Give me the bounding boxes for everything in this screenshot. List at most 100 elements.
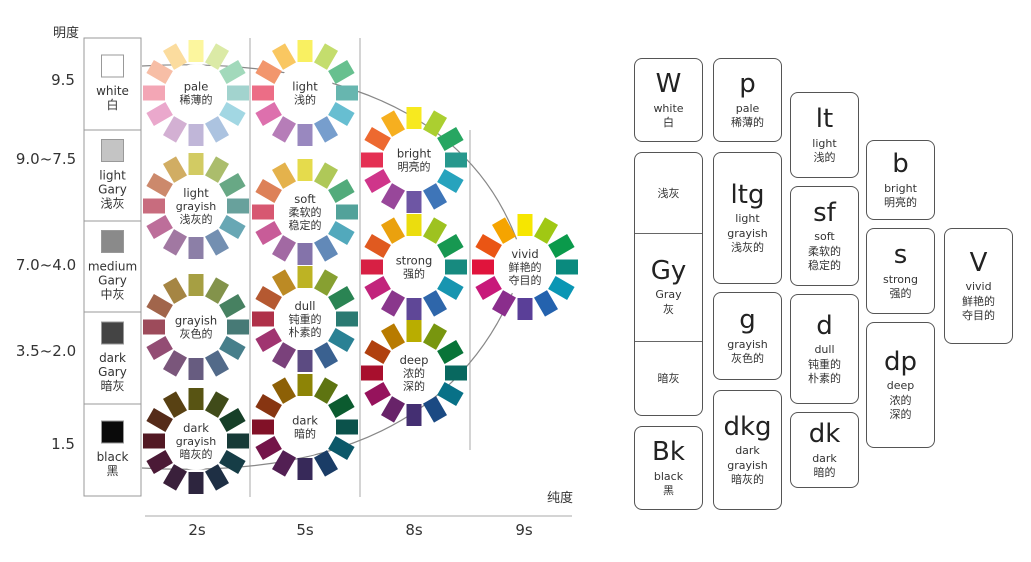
wheel-label: 浅灰的 [180,212,213,226]
hue-segment [445,365,467,381]
hue-segment [163,277,187,304]
hue-segment [205,391,229,418]
grey-scale-label: medium [88,260,137,274]
wheel-label: 稀薄的 [180,93,213,107]
hue-segment [492,217,516,244]
hue-segment [143,433,165,449]
hue-segment [517,214,533,236]
hue-segment [297,159,313,181]
tone-chinese: 黑 [663,483,674,497]
hue-segment [163,116,187,143]
hue-segment [437,276,464,300]
hue-segment [227,198,249,214]
hue-segment [272,269,296,296]
hue-segment [255,394,282,418]
hue-segment [314,269,338,296]
hue-segment [406,320,422,342]
hue-segment [361,259,383,275]
hue-segment [219,173,246,197]
hue-segment [163,43,187,70]
hue-segment [406,298,422,320]
lightness-tick: 7.0~4.0 [16,256,76,274]
wheel-label: dull [295,299,316,313]
hue-wheels: pale稀薄的lightgrayish浅灰的grayish灰色的darkgray… [143,40,578,494]
hue-segment [472,259,494,275]
grey-swatch [101,321,124,345]
hue-segment [364,276,391,300]
tone-english: vivid [965,280,992,294]
hue-segment [364,127,391,151]
tone-diagram: 明度 纯度 9.5 9.0~7.5 7.0~4.0 3.5~2.0 1.5 wh… [16,25,578,539]
hue-segment [423,217,447,244]
hue-segment [146,336,173,360]
hue-segment [381,396,405,423]
hue-segment [445,259,467,275]
hue-segment [146,408,173,432]
wheel-center [276,64,334,122]
hue-segment [406,214,422,236]
grey-scale-label: Gary [98,274,127,288]
tone-english: white [653,101,684,115]
tone-chinese: 浓的 [889,393,912,407]
hue-segment [364,340,391,364]
hue-segment [272,116,296,143]
wheel-label: 稳定的 [289,218,322,232]
wheel-label: bright [397,147,432,161]
hue-segment [146,60,173,84]
tone-chinese: 朴素的 [808,371,841,385]
wheel-label: 柔软的 [289,205,322,219]
wheel-label: dark [292,414,318,428]
hue-segment [381,110,405,137]
grey-scale-label: 中灰 [100,287,124,302]
hue-segment [219,408,246,432]
hue-segment [548,276,575,300]
tone-english: deep [886,379,915,393]
tone-box-sf: sf soft 柔软的 稳定的 [790,186,859,286]
tone-chinese: 强的 [889,286,912,300]
hue-segment [205,277,229,304]
hue-segment [188,388,204,410]
hue-segment [381,183,405,210]
hue-segment [163,156,187,183]
hue-segment [423,110,447,137]
chroma-axis-label: 纯度 [547,490,573,506]
wheel-center [276,183,334,241]
tone-code: sf [813,197,836,228]
hue-segment [314,43,338,70]
hue-segment [146,102,173,126]
lightness-axis-label: 明度 [53,25,79,41]
hue-segment [188,237,204,259]
hue-segment [314,450,338,477]
hue-segment [272,162,296,189]
hue-segment [205,116,229,143]
hue-segment [437,382,464,406]
grey-scale-label: 浅灰 [100,197,124,211]
grey-swatch [101,230,124,253]
tone-code: W [655,68,682,99]
hue-segment [255,328,282,352]
wheel-label: 夺目的 [509,273,542,287]
hue-segment [548,234,575,258]
grey-scale-label: light [99,169,126,183]
tone-chinese: 灰色的 [731,351,764,365]
hue-segment [437,169,464,193]
wheel-center [167,412,225,470]
wheel-label: 暗的 [294,427,316,441]
tone-code: lt [815,103,834,134]
tone-box-Bk: Bk black 黑 [634,426,703,510]
hue-segment [423,323,447,350]
hue-segment [255,221,282,245]
hue-segment [272,377,296,404]
gy-divider [635,233,702,234]
tone-box-dkg: dkg dark grayish 暗灰的 [713,390,782,510]
wheel-label: 钝重的 [289,312,322,326]
tone-english: dull [814,343,835,357]
wheel-label: light [183,186,209,200]
grey-scale-label: black [97,450,129,464]
gy-divider [635,341,702,342]
tone-chinese: 稳定的 [808,258,841,272]
wheel-center [167,64,225,122]
